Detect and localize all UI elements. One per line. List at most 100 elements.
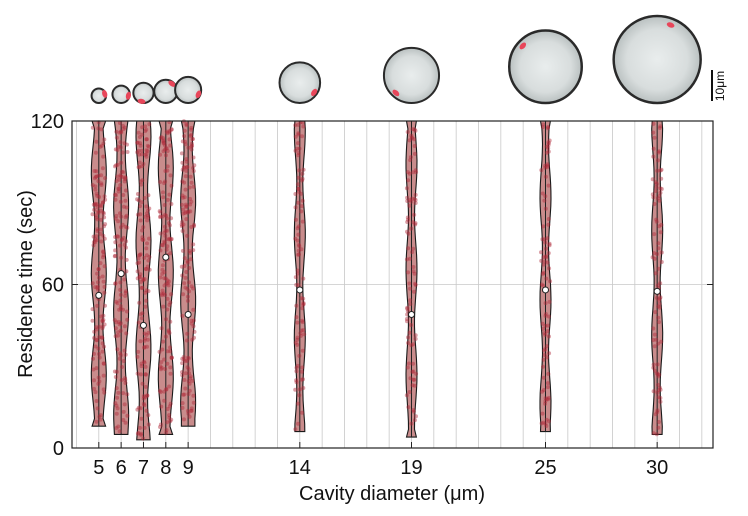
- data-point: [180, 248, 185, 253]
- data-point: [541, 270, 546, 275]
- data-point: [189, 406, 194, 411]
- data-point: [412, 212, 417, 217]
- data-point: [544, 417, 549, 422]
- data-point: [187, 371, 191, 376]
- data-point: [407, 171, 412, 176]
- data-point: [121, 307, 125, 312]
- data-point: [654, 295, 659, 300]
- data-point: [92, 176, 97, 181]
- data-point: [102, 236, 107, 241]
- data-point: [656, 315, 661, 320]
- data-point: [540, 411, 545, 416]
- data-point: [296, 132, 301, 137]
- data-point: [99, 217, 104, 222]
- data-point: [180, 373, 185, 378]
- data-point: [165, 296, 170, 301]
- data-point: [544, 397, 549, 402]
- data-point: [540, 389, 544, 394]
- data-point: [142, 345, 147, 349]
- data-point: [144, 137, 149, 142]
- data-point: [183, 209, 188, 214]
- data-point: [102, 224, 106, 229]
- data-point: [181, 211, 186, 216]
- data-point: [143, 372, 148, 377]
- cavity-image-5: [90, 87, 108, 104]
- data-point: [99, 183, 104, 187]
- data-point: [117, 429, 122, 434]
- data-point: [543, 396, 548, 401]
- data-point: [123, 293, 128, 298]
- data-point: [137, 274, 142, 279]
- data-point: [181, 357, 186, 362]
- data-point: [136, 256, 141, 261]
- data-point: [182, 195, 187, 200]
- data-point: [138, 143, 143, 148]
- data-point: [659, 167, 664, 172]
- cavity-images: [90, 14, 702, 105]
- data-point: [102, 290, 107, 295]
- data-point: [166, 328, 171, 333]
- data-point: [300, 348, 305, 353]
- data-point: [188, 196, 193, 201]
- data-point: [102, 344, 106, 349]
- data-point: [547, 419, 551, 424]
- data-point: [655, 283, 660, 288]
- data-point: [410, 127, 415, 132]
- scale-bar: 10μm: [711, 70, 727, 101]
- median-marker: [162, 253, 170, 261]
- data-point: [294, 380, 299, 385]
- data-point: [115, 395, 120, 400]
- data-point: [404, 186, 409, 191]
- data-point: [412, 127, 417, 132]
- data-point: [103, 197, 108, 202]
- data-point: [124, 213, 129, 218]
- data-point: [547, 351, 552, 356]
- data-point: [656, 420, 661, 424]
- data-point: [102, 215, 107, 220]
- data-point: [116, 219, 121, 224]
- data-point: [168, 319, 173, 324]
- data-point: [185, 359, 190, 363]
- data-point: [184, 165, 189, 170]
- scale-bar-label: 10μm: [713, 71, 727, 101]
- data-point: [144, 298, 149, 303]
- data-point: [163, 293, 167, 297]
- data-point: [116, 330, 121, 335]
- data-point: [118, 140, 123, 145]
- data-point: [164, 237, 169, 242]
- data-point: [125, 317, 130, 322]
- data-point: [544, 424, 549, 428]
- data-point: [169, 202, 174, 206]
- data-point: [101, 200, 105, 205]
- data-point: [182, 417, 186, 422]
- data-point: [411, 342, 416, 347]
- data-point: [101, 387, 106, 392]
- data-point: [93, 285, 98, 290]
- data-point: [411, 246, 416, 251]
- data-point: [102, 390, 107, 395]
- data-point: [157, 209, 162, 214]
- data-point: [192, 329, 197, 334]
- data-point: [96, 375, 101, 380]
- data-point: [136, 349, 141, 354]
- data-point: [119, 129, 123, 134]
- x-tick-label: 30: [646, 457, 668, 479]
- cell-marker: [519, 42, 527, 50]
- data-point: [546, 222, 551, 227]
- data-point: [408, 376, 413, 381]
- data-point: [141, 278, 146, 283]
- data-point: [121, 170, 126, 175]
- data-point: [145, 344, 149, 349]
- data-point: [99, 239, 104, 244]
- data-point: [138, 212, 143, 217]
- data-point: [544, 254, 549, 259]
- data-point: [414, 371, 419, 376]
- data-point: [546, 397, 551, 402]
- data-point: [145, 213, 150, 218]
- data-point: [408, 198, 412, 203]
- data-point: [125, 413, 130, 418]
- data-point: [169, 237, 174, 241]
- data-point: [296, 153, 301, 158]
- data-point: [651, 365, 656, 370]
- data-point: [413, 333, 418, 338]
